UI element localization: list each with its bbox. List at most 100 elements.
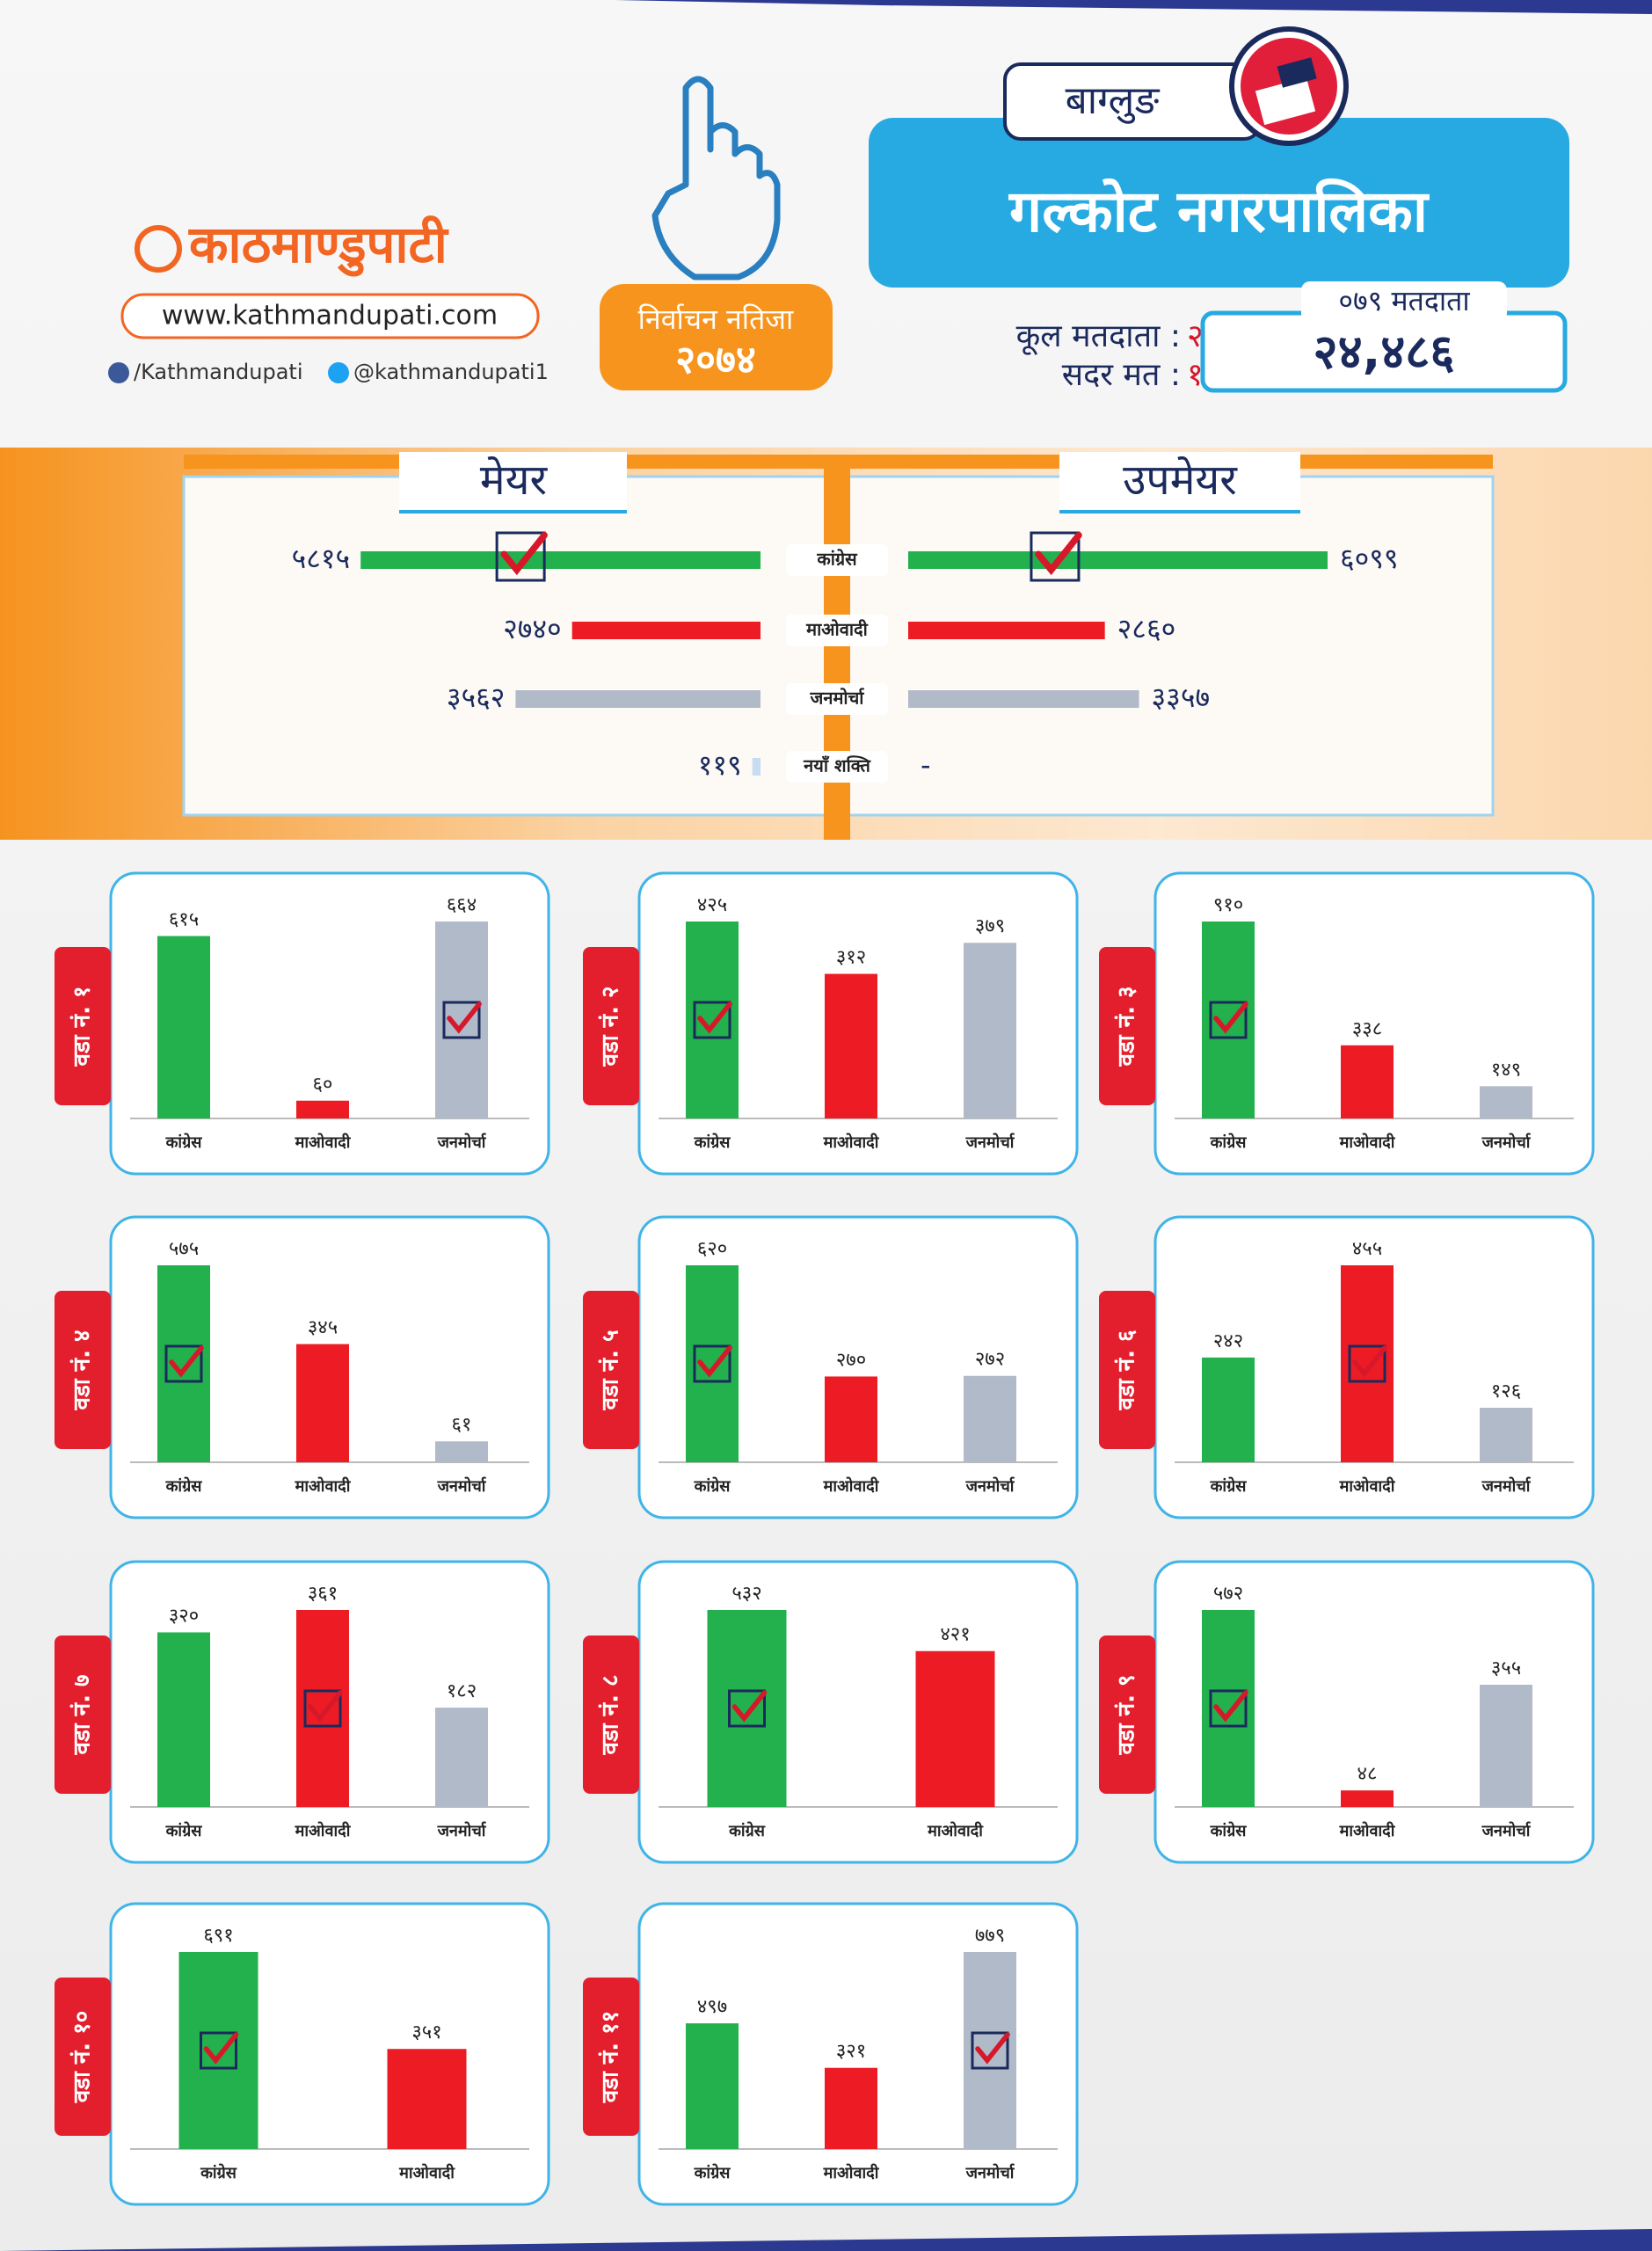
bar bbox=[915, 1650, 995, 1807]
check-tick bbox=[1035, 531, 1082, 576]
ward-title: वडा नं. ७ bbox=[69, 1674, 96, 1755]
category-label: जनमोर्चा bbox=[810, 688, 865, 709]
value-label: १८२ bbox=[447, 1680, 477, 1702]
bar bbox=[157, 936, 210, 1118]
ward-title: वडा नं. ६ bbox=[1114, 1329, 1140, 1410]
winner-check bbox=[1209, 1689, 1248, 1728]
check-box bbox=[200, 2031, 237, 2070]
category-label: कांग्रेस bbox=[165, 1476, 203, 1496]
deputy-title-pill bbox=[1059, 452, 1300, 514]
category-label: माओवादी bbox=[1339, 1821, 1396, 1840]
category-label: माओवादी bbox=[295, 1133, 352, 1152]
bar bbox=[178, 1952, 258, 2149]
category-label: नयाँ शक्ति bbox=[803, 755, 871, 776]
value-label: ३२० bbox=[169, 1605, 199, 1627]
check-box bbox=[303, 1689, 342, 1728]
bar bbox=[1480, 1407, 1532, 1462]
ward-title: वडा नं. ११ bbox=[598, 2011, 624, 2104]
check-tick bbox=[1213, 1002, 1248, 1034]
ward-title: वडा नं. १० bbox=[69, 2011, 96, 2104]
winner-check bbox=[164, 1344, 204, 1383]
ward-tag bbox=[55, 1291, 111, 1449]
value-label: १४९ bbox=[1491, 1059, 1521, 1081]
voters-079-label-pill bbox=[1301, 281, 1507, 322]
value-label: - bbox=[921, 748, 931, 782]
check-box bbox=[1030, 531, 1081, 582]
mayor-title-pill bbox=[399, 452, 627, 514]
winner-check bbox=[303, 1689, 343, 1728]
value-label: ६६४ bbox=[447, 894, 477, 916]
bar bbox=[1341, 1790, 1394, 1807]
ward-tag bbox=[55, 1635, 111, 1794]
ward-tag bbox=[55, 947, 111, 1105]
bar bbox=[387, 2049, 467, 2149]
bar bbox=[571, 622, 761, 639]
facebook-handle: /Kathmandupati bbox=[134, 360, 303, 384]
category-label: कांग्रेस bbox=[694, 1476, 731, 1496]
value-label: २८६० bbox=[1117, 612, 1176, 645]
bar bbox=[1480, 1086, 1532, 1118]
value-label: २७२ bbox=[975, 1349, 1005, 1371]
value-label: ५७५ bbox=[169, 1238, 199, 1260]
value-label: २७० bbox=[836, 1349, 866, 1371]
ward-card bbox=[109, 1902, 550, 2206]
value-label: ३५१ bbox=[411, 2022, 441, 2043]
value-label: ३१२ bbox=[836, 947, 866, 969]
category-pill bbox=[786, 751, 888, 783]
value-label: ३५६२ bbox=[447, 681, 506, 714]
deputy-mayor-title: उपमेयर bbox=[1123, 455, 1238, 505]
ward-tag bbox=[583, 1635, 639, 1794]
category-label: माओवादी bbox=[927, 1821, 984, 1840]
top-stripe bbox=[615, 0, 1652, 14]
check-tick bbox=[697, 1345, 732, 1378]
bar bbox=[1341, 1045, 1394, 1118]
winner-check bbox=[1348, 1344, 1387, 1383]
value-label: ३७९ bbox=[975, 915, 1005, 937]
check-tick bbox=[1352, 1345, 1387, 1378]
category-label: जनमोर्चा bbox=[1481, 1133, 1532, 1152]
twitter-handle: @kathmandupati1 bbox=[353, 360, 549, 384]
category-label: माओवादी bbox=[823, 1476, 880, 1496]
bar bbox=[707, 1610, 787, 1807]
value-label: ३५५ bbox=[1491, 1657, 1521, 1679]
category-label: कांग्रेस bbox=[728, 1821, 766, 1840]
winner-check bbox=[1030, 531, 1082, 582]
value-label: ३४५ bbox=[308, 1317, 338, 1339]
ward-title: वडा नं. ८ bbox=[598, 1674, 624, 1755]
check-box bbox=[442, 1001, 481, 1039]
bar bbox=[908, 690, 1139, 708]
category-label: माओवादी bbox=[1339, 1476, 1396, 1496]
ballot-icon bbox=[1229, 26, 1349, 146]
value-label: ९१० bbox=[1213, 894, 1243, 916]
bottom-stripe bbox=[0, 2229, 1652, 2251]
category-label: कांग्रेस bbox=[200, 2163, 237, 2182]
category-pill bbox=[786, 544, 888, 576]
ward-tag bbox=[583, 947, 639, 1105]
category-label: माओवादी bbox=[398, 2163, 455, 2182]
ward-title: वडा नं. २ bbox=[598, 986, 624, 1067]
category-label: जनमोर्चा bbox=[437, 1133, 487, 1152]
check-tick bbox=[1213, 1690, 1248, 1723]
check-tick bbox=[697, 1002, 732, 1034]
bar bbox=[825, 1376, 877, 1462]
category-label: जनमोर्चा bbox=[965, 2163, 1015, 2182]
total-voters-label: कूल मतदाता : bbox=[1016, 318, 1181, 355]
category-label: कांग्रेस bbox=[694, 1133, 731, 1152]
value-label: १२६ bbox=[1491, 1380, 1521, 1402]
bar bbox=[296, 1344, 349, 1462]
badge-title: निर्वाचन नतिजा bbox=[638, 302, 794, 336]
category-label: कांग्रेस bbox=[694, 2163, 731, 2182]
check-box bbox=[1209, 1001, 1248, 1039]
badge bbox=[600, 284, 833, 390]
ward-tag bbox=[583, 1291, 639, 1449]
bar bbox=[686, 2023, 739, 2149]
value-label: ४९७ bbox=[697, 1996, 727, 2018]
category-label: जनमोर्चा bbox=[1481, 1821, 1532, 1840]
category-label: कांग्रेस bbox=[165, 1821, 203, 1840]
value-label: ६२० bbox=[697, 1238, 727, 1260]
bar bbox=[435, 1441, 488, 1462]
value-label: ४२१ bbox=[940, 1624, 970, 1646]
value-label: ४२५ bbox=[697, 894, 727, 916]
category-label: कांग्रेस bbox=[816, 549, 858, 570]
brand-logo: काठमाण्डुपाटी bbox=[135, 215, 449, 277]
